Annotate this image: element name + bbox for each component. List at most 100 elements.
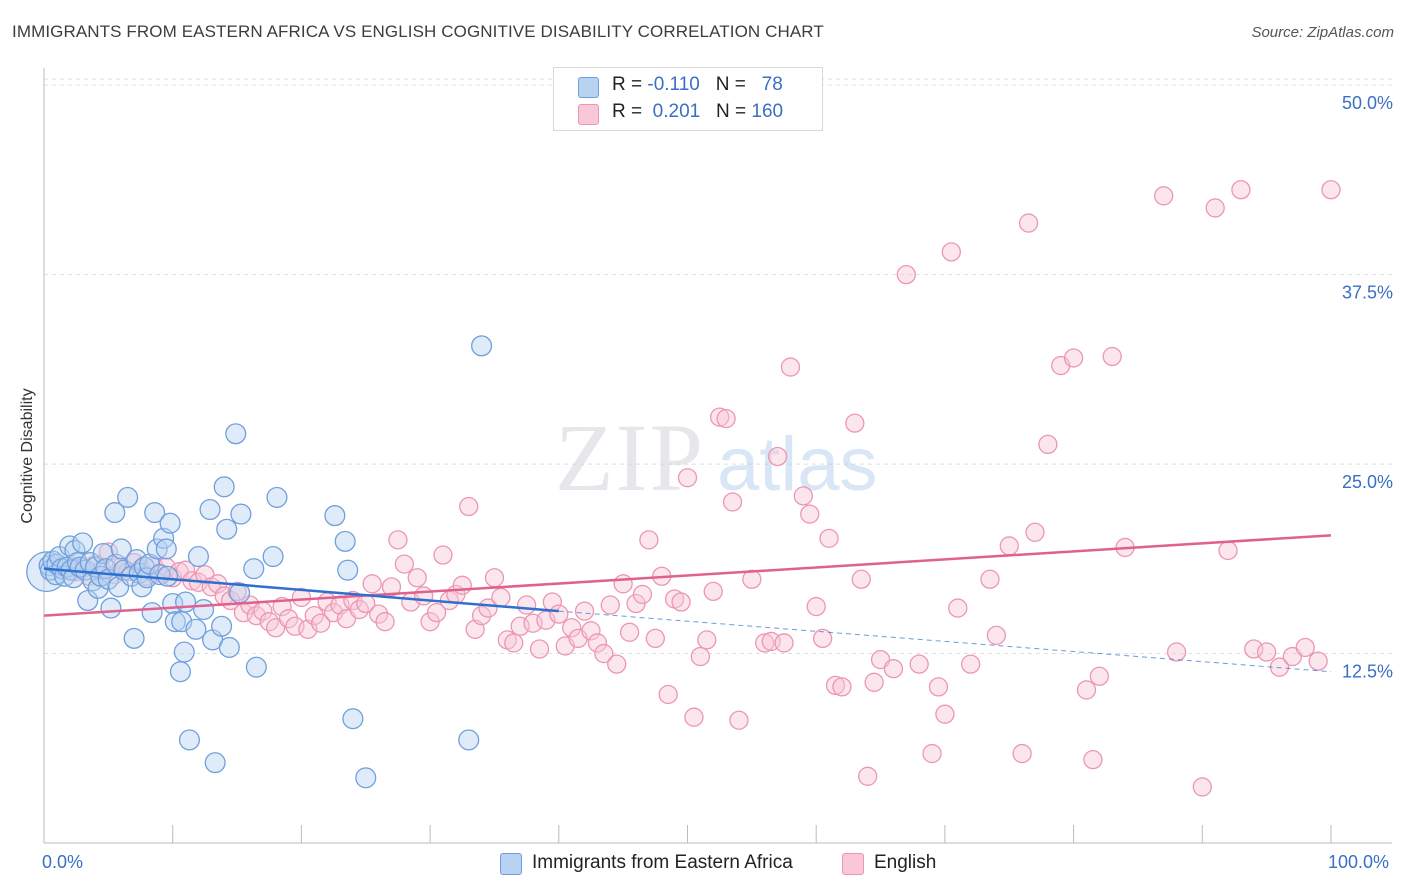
english-point	[1102, 346, 1122, 367]
eastern-africa-point	[334, 530, 356, 552]
x-tick-min: 0.0%	[42, 852, 84, 872]
english-point	[594, 643, 614, 664]
eastern-africa-point	[342, 708, 364, 730]
english-point	[388, 530, 408, 550]
english-point	[452, 575, 472, 595]
english-point	[1321, 180, 1341, 200]
eastern-africa-trend-line	[43, 567, 559, 613]
y-tick-label: 50.0%	[1342, 93, 1393, 113]
eastern-africa-point	[155, 538, 177, 560]
english-point	[311, 613, 331, 633]
english-point	[1154, 186, 1174, 206]
english-point	[896, 264, 916, 285]
english-point	[1205, 198, 1225, 218]
english-point	[304, 605, 324, 626]
english-point	[471, 605, 492, 626]
english-point	[780, 357, 801, 377]
english-point	[600, 595, 620, 615]
english-point	[800, 504, 820, 524]
chart-title: IMMIGRANTS FROM EASTERN AFRICA VS ENGLIS…	[12, 22, 824, 41]
english-point	[999, 536, 1019, 556]
english-point	[504, 633, 524, 653]
eastern-africa-point	[157, 565, 179, 587]
english-point	[710, 407, 730, 427]
english-point	[1012, 743, 1032, 764]
eastern-africa-point	[204, 752, 226, 774]
english-point	[671, 592, 691, 612]
english-point	[549, 604, 569, 624]
english-point	[587, 633, 608, 653]
english-point	[516, 595, 537, 615]
y-tick-label: 25.0%	[1342, 472, 1393, 492]
y-tick-labels: 12.5% 25.0% 37.5% 50.0%	[1342, 93, 1393, 681]
english-point	[581, 621, 601, 641]
trend-lines	[43, 534, 1332, 673]
english-point	[1308, 651, 1328, 671]
english-point	[426, 602, 447, 623]
english-point	[1295, 637, 1315, 658]
english-point	[278, 609, 299, 629]
english-point	[858, 766, 878, 786]
eastern-africa-points	[26, 335, 493, 789]
english-point	[697, 630, 717, 650]
eastern-africa-point	[100, 597, 122, 619]
english-point	[845, 413, 865, 433]
english-point	[1076, 680, 1097, 700]
english-point	[922, 743, 942, 764]
legend-swatch-blue	[500, 853, 522, 875]
english-point	[639, 530, 659, 550]
legend-label-english: English	[874, 852, 937, 873]
english-point	[478, 598, 498, 618]
eastern-africa-point	[211, 615, 233, 637]
english-point	[948, 598, 968, 618]
eastern-africa-point	[187, 545, 209, 568]
eastern-africa-point	[126, 549, 148, 571]
english-point	[491, 587, 511, 608]
eastern-africa-point	[324, 505, 346, 527]
eastern-africa-point	[185, 618, 207, 640]
english-point	[562, 618, 582, 638]
eastern-africa-point	[355, 767, 377, 789]
english-point	[607, 654, 627, 674]
english-point	[941, 242, 961, 262]
english-point	[613, 574, 633, 594]
english-point	[677, 468, 698, 488]
english-point	[1089, 666, 1109, 686]
eastern-africa-point	[193, 599, 215, 621]
eastern-africa-point	[471, 335, 493, 357]
eastern-africa-point	[216, 518, 238, 540]
english-point	[459, 496, 479, 517]
eastern-africa-point	[164, 611, 186, 633]
eastern-africa-point	[199, 498, 221, 521]
english-point	[574, 601, 595, 621]
eastern-africa-point	[104, 502, 126, 524]
legend-r-value: 0.201	[652, 101, 701, 122]
english-point	[703, 581, 723, 602]
eastern-africa-point	[337, 559, 359, 581]
eastern-africa-point	[117, 486, 139, 508]
eastern-africa-point	[245, 656, 267, 678]
english-point	[864, 672, 884, 692]
legend-n-value: 160	[751, 101, 784, 122]
english-point	[1025, 522, 1045, 542]
eastern-africa-point	[173, 641, 195, 663]
eastern-africa-point	[72, 532, 94, 554]
english-point	[1231, 180, 1251, 200]
eastern-africa-point	[178, 729, 200, 751]
english-point	[632, 584, 653, 605]
english-point	[291, 587, 312, 608]
eastern-africa-point	[213, 476, 235, 498]
legend-n-label: N =	[716, 101, 752, 122]
english-point	[375, 612, 395, 632]
watermark-zip: ZIP	[555, 404, 705, 511]
english-point	[1038, 434, 1058, 455]
english-point	[909, 654, 929, 674]
english-point	[1166, 642, 1187, 662]
series-legend: Immigrants from Eastern Africa English	[0, 852, 1406, 878]
eastern-africa-point	[110, 538, 132, 560]
legend-r-label: R =	[612, 101, 648, 122]
english-point	[986, 625, 1007, 646]
english-trend-line	[43, 534, 1332, 617]
legend-n-label: N =	[715, 74, 752, 95]
english-point	[619, 622, 640, 642]
